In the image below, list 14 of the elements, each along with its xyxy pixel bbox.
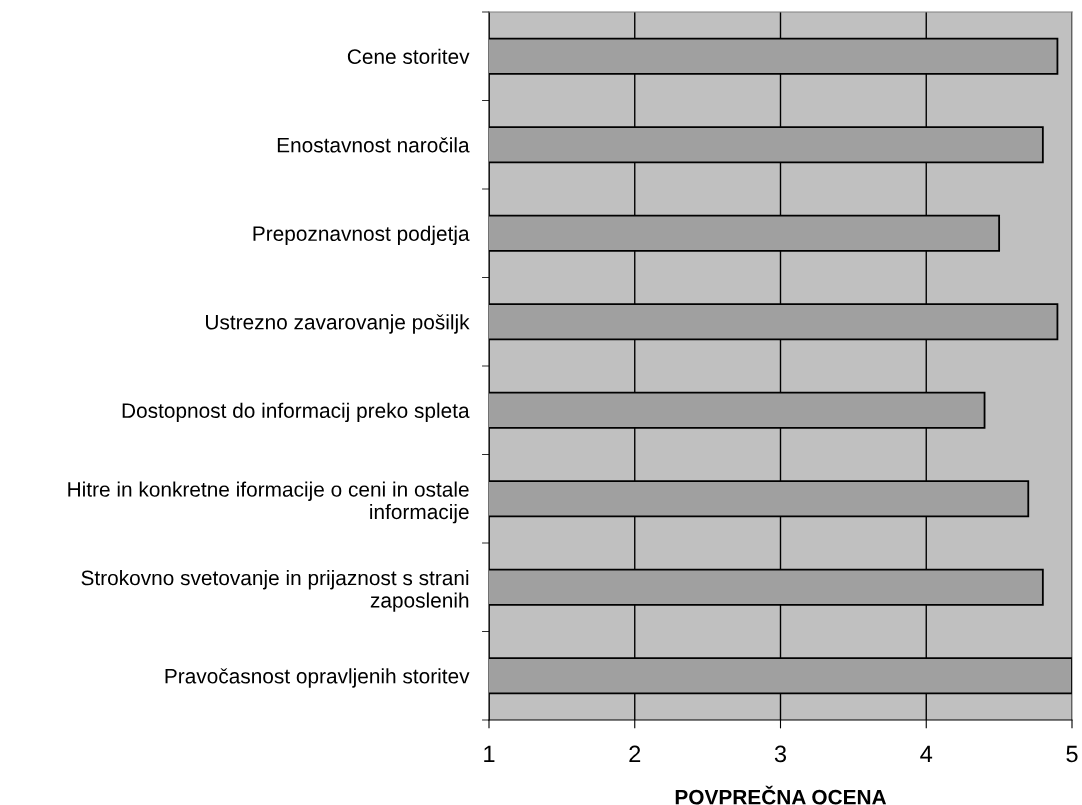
y-tick-label: Enostavnost naročila bbox=[277, 137, 470, 153]
y-tick-label: Hitre in konkretne iformacije o ceni in ostale informacije bbox=[68, 481, 469, 524]
y-tick-label: Dostopnost do informacij preko spleta bbox=[122, 402, 470, 423]
y-tick-label: Cene storitev bbox=[347, 48, 470, 64]
x-tick-label: 5 bbox=[1066, 745, 1078, 763]
x-tick-label: 1 bbox=[484, 745, 495, 763]
x-axis-title: POVPREČNA OCENA bbox=[675, 785, 887, 805]
y-tick-label: Strokovno svetovanje in prijaznost s strani zaposlenih bbox=[81, 569, 469, 612]
x-tick-label: 3 bbox=[774, 745, 787, 763]
y-tick-label: Prepoznavnost podjetja bbox=[253, 225, 470, 246]
x-tick-label: 2 bbox=[629, 745, 641, 763]
y-tick-label: Ustrezno zavarovanje pošiljk bbox=[206, 314, 470, 334]
x-tick-label: 4 bbox=[920, 745, 933, 763]
y-tick-label: Pravočasnost opravljenih storitev bbox=[165, 668, 470, 688]
